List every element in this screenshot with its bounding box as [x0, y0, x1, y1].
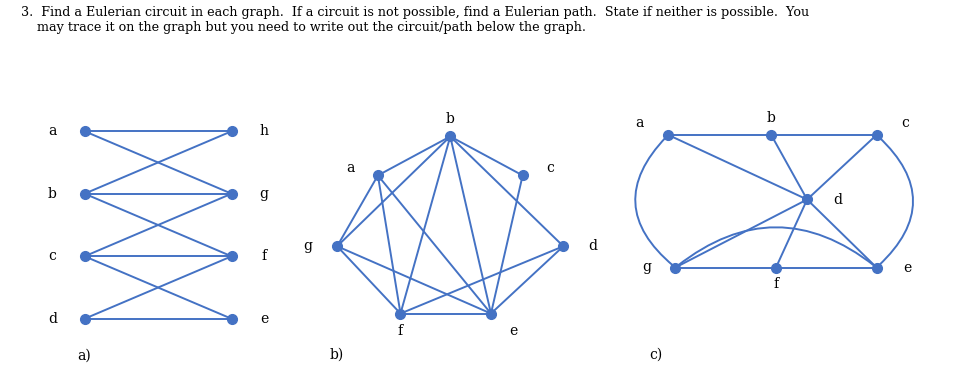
Text: c: c [546, 161, 554, 176]
Text: 3.  Find a Eulerian circuit in each graph.  If a circuit is not possible, find a: 3. Find a Eulerian circuit in each graph… [21, 6, 810, 19]
Text: c: c [901, 116, 909, 130]
Text: a: a [48, 124, 57, 138]
Text: c): c) [650, 347, 663, 362]
Text: d: d [48, 312, 57, 326]
Text: b: b [766, 111, 776, 125]
Text: e: e [903, 261, 912, 274]
Text: b: b [48, 187, 57, 201]
Text: f: f [398, 324, 403, 338]
Text: e: e [260, 312, 268, 326]
FancyArrowPatch shape [677, 227, 875, 266]
FancyArrowPatch shape [878, 137, 913, 266]
Text: b: b [445, 112, 455, 126]
Text: may trace it on the graph but you need to write out the circuit/path below the g: may trace it on the graph but you need t… [21, 21, 586, 34]
Text: b): b) [331, 347, 344, 361]
Text: a: a [347, 161, 354, 176]
Text: h: h [260, 124, 268, 138]
Text: e: e [510, 324, 517, 338]
Text: g: g [260, 187, 268, 201]
Text: d: d [588, 239, 597, 253]
Text: a): a) [78, 349, 91, 363]
Text: c: c [48, 249, 57, 263]
FancyArrowPatch shape [635, 137, 673, 266]
Text: a: a [635, 116, 644, 130]
Text: g: g [642, 261, 651, 274]
Text: f: f [773, 278, 779, 291]
Text: f: f [262, 249, 266, 263]
Text: d: d [833, 192, 843, 207]
Text: g: g [304, 239, 312, 253]
